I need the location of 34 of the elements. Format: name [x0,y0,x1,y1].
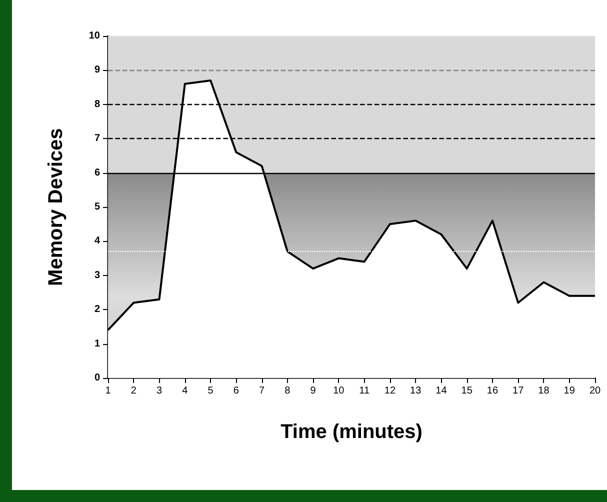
x-tick-label: 15 [461,386,473,396]
x-tick-label: 16 [486,386,498,396]
y-tick-label: 10 [88,30,100,42]
x-tick-label: 13 [410,386,422,396]
x-tick-label: 9 [310,386,316,396]
y-tick-label: 9 [94,64,100,76]
x-tick-label: 7 [259,386,266,396]
x-tick-label: 4 [182,386,188,396]
x-tick-label: 10 [333,386,345,396]
y-tick-label: 6 [94,167,100,178]
y-axis-title: Memory Devices [45,128,67,286]
x-tick-label: 12 [384,386,396,396]
x-tick-label: 5 [208,386,214,396]
x-tick-label: 17 [512,386,524,396]
x-tick-label: 6 [233,386,240,396]
x-tick-label: 11 [359,386,370,396]
x-tick-label: 14 [436,386,448,396]
x-tick-label: 20 [589,386,601,396]
y-tick-label: 4 [94,236,100,247]
y-tick-label: 7 [94,133,100,144]
x-tick-label: 18 [538,386,550,396]
x-tick-label: 2 [130,386,137,396]
x-tick-label: 1 [105,386,112,396]
x-tick-label: 19 [564,386,576,396]
x-tick-label: 3 [156,386,162,396]
x-tick-label: 8 [284,386,291,396]
y-tick-label: 1 [94,338,100,350]
y-tick-label: 0 [94,372,100,384]
y-tick-label: 8 [94,98,100,110]
x-axis-title: Time (minutes) [280,421,422,443]
y-tick-label: 2 [94,304,100,316]
y-tick-label: 5 [94,202,100,212]
slide-panel: Memory Devices Time (minutes) 0 12 3 4 5 6 7 8 9 10 1 2 3 4 5 6 7 8 9 10 11 12 13 14 15 16 17 18 19 20 [12,0,607,490]
y-tick-label: 3 [94,270,100,281]
